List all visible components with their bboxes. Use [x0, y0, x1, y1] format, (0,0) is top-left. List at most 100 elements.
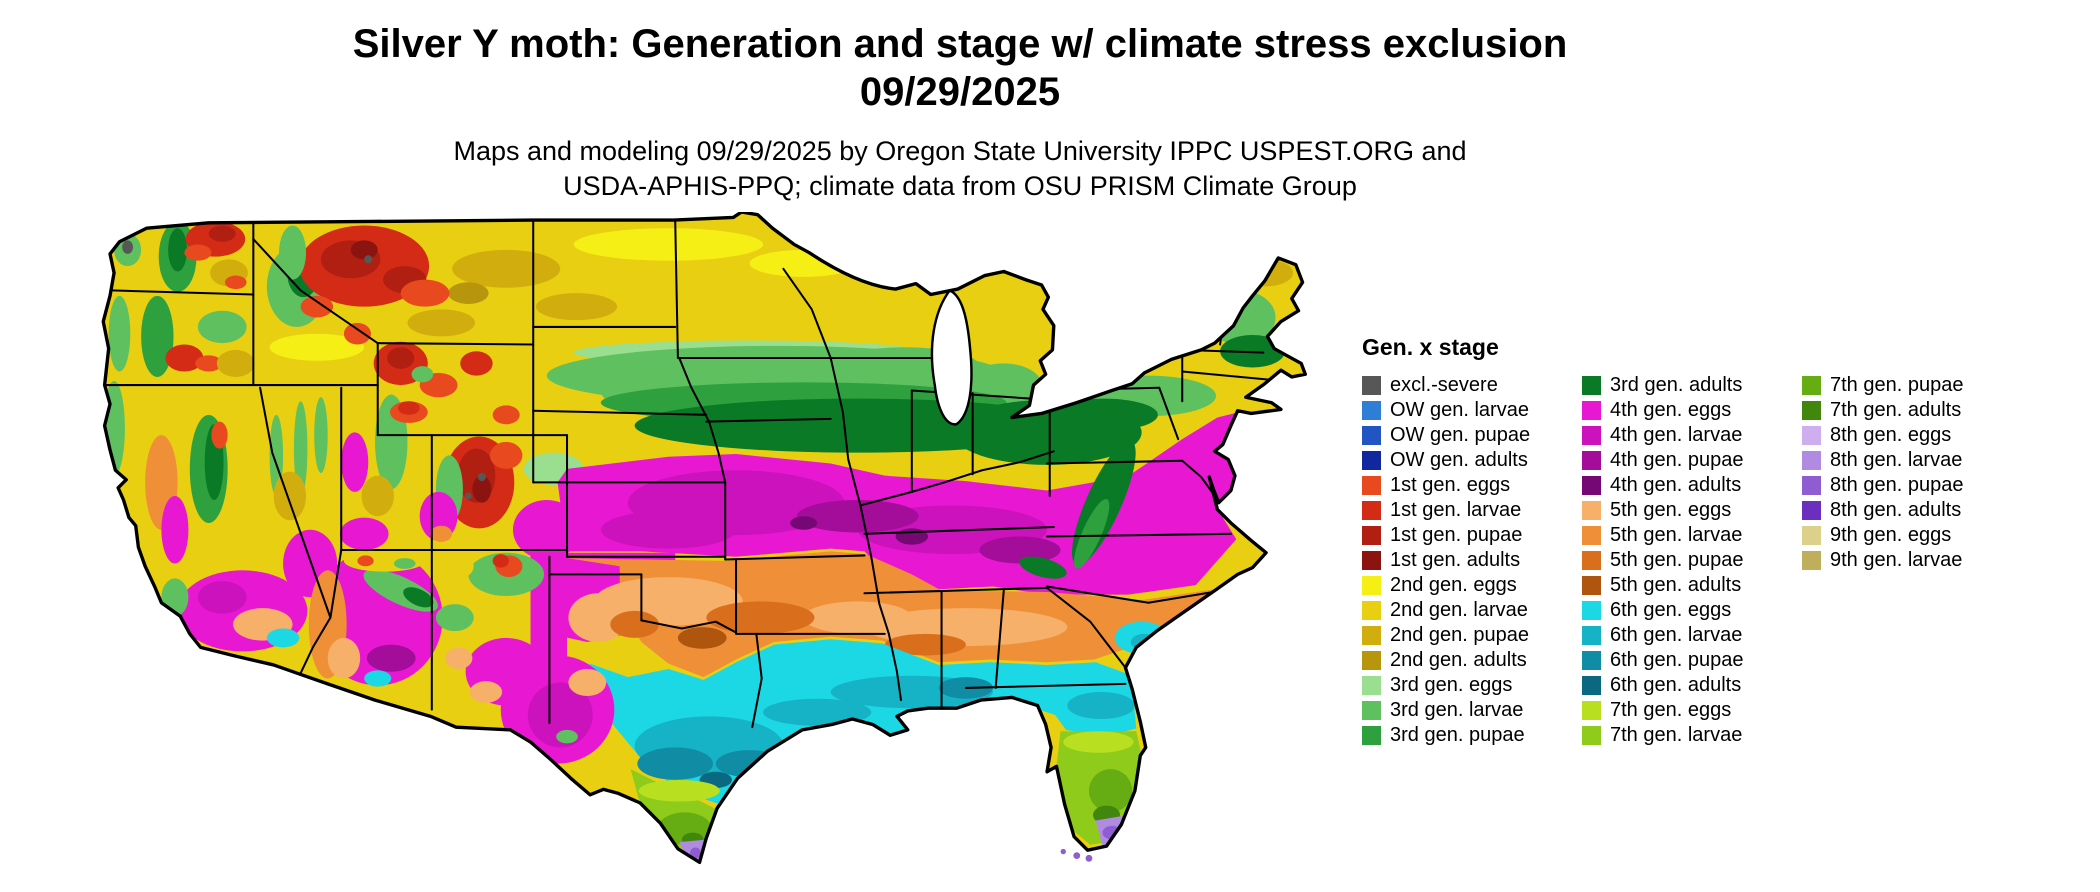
legend-item: 6th gen. adults	[1582, 673, 1768, 698]
map-header: Silver Y moth: Generation and stage w/ c…	[155, 20, 1765, 204]
legend-label: 2nd gen. adults	[1390, 649, 1527, 671]
legend-item: 9th gen. larvae	[1802, 548, 1988, 573]
legend-item: 3rd gen. adults	[1582, 373, 1768, 398]
legend-label: 2nd gen. eggs	[1390, 574, 1517, 596]
legend-swatch	[1582, 626, 1601, 645]
legend-swatch	[1582, 426, 1601, 445]
map-credits: Maps and modeling 09/29/2025 by Oregon S…	[155, 134, 1765, 204]
legend-label: OW gen. larvae	[1390, 399, 1529, 421]
legend-swatch	[1362, 651, 1381, 670]
legend-label: 1st gen. adults	[1390, 549, 1521, 571]
legend-swatch	[1362, 526, 1381, 545]
legend-label: 6th gen. eggs	[1610, 599, 1732, 621]
legend-item: 7th gen. adults	[1802, 398, 1988, 423]
us-map	[100, 212, 1318, 884]
legend-label: 3rd gen. pupae	[1390, 724, 1525, 746]
legend-label: 8th gen. pupae	[1830, 474, 1964, 496]
legend-item: 2nd gen. pupae	[1362, 623, 1548, 648]
legend-item: excl.-severe	[1362, 373, 1548, 398]
legend-swatch	[1582, 651, 1601, 670]
legend-item: 4th gen. larvae	[1582, 423, 1768, 448]
legend-swatch	[1362, 501, 1381, 520]
legend-columns: excl.-severe OW gen. larvae OW gen. pupae O…	[1362, 373, 1988, 748]
legend-item: 7th gen. pupae	[1802, 373, 1988, 398]
legend-label: 4th gen. eggs	[1610, 399, 1732, 421]
legend-swatch	[1362, 701, 1381, 720]
legend-item: 5th gen. pupae	[1582, 548, 1768, 573]
legend-swatch	[1582, 376, 1601, 395]
legend-label: 3rd gen. adults	[1610, 374, 1743, 396]
legend-item: 6th gen. pupae	[1582, 648, 1768, 673]
legend-label: 7th gen. adults	[1830, 399, 1962, 421]
legend-item: 8th gen. larvae	[1802, 448, 1988, 473]
legend-item: OW gen. pupae	[1362, 423, 1548, 448]
legend-swatch	[1582, 401, 1601, 420]
legend-item: 3rd gen. pupae	[1362, 723, 1548, 748]
legend-swatch	[1802, 426, 1821, 445]
legend-item: 6th gen. larvae	[1582, 623, 1768, 648]
legend-label: 1st gen. larvae	[1390, 499, 1522, 521]
legend-label: 6th gen. adults	[1610, 674, 1742, 696]
legend-label: 5th gen. eggs	[1610, 499, 1732, 521]
legend-swatch	[1802, 501, 1821, 520]
legend-item: 8th gen. pupae	[1802, 473, 1988, 498]
legend-label: 1st gen. eggs	[1390, 474, 1511, 496]
map-credits-line1: Maps and modeling 09/29/2025 by Oregon S…	[453, 136, 1467, 166]
legend-swatch	[1802, 376, 1821, 395]
us-map-svg	[101, 212, 1307, 865]
legend-swatch	[1582, 501, 1601, 520]
legend-swatch	[1582, 601, 1601, 620]
legend-swatch	[1362, 601, 1381, 620]
legend-swatch	[1362, 376, 1381, 395]
legend-item: 4th gen. pupae	[1582, 448, 1768, 473]
legend-label: excl.-severe	[1390, 374, 1498, 396]
legend-swatch	[1362, 551, 1381, 570]
legend-item: 1st gen. eggs	[1362, 473, 1548, 498]
legend-label: 2nd gen. pupae	[1390, 624, 1530, 646]
legend-item: 5th gen. adults	[1582, 573, 1768, 598]
legend-swatch	[1582, 551, 1601, 570]
legend-label: 3rd gen. eggs	[1390, 674, 1513, 696]
legend-item: 2nd gen. eggs	[1362, 573, 1548, 598]
legend-label: 4th gen. adults	[1610, 474, 1742, 496]
map-title: Silver Y moth: Generation and stage w/ c…	[352, 22, 1568, 66]
map-date: 09/29/2025	[859, 70, 1061, 114]
legend-swatch	[1582, 576, 1601, 595]
legend-label: 9th gen. eggs	[1830, 524, 1952, 546]
legend-label: 8th gen. larvae	[1830, 449, 1963, 471]
legend-item: 1st gen. pupae	[1362, 523, 1548, 548]
legend-label: 9th gen. larvae	[1830, 549, 1963, 571]
legend-swatch	[1802, 401, 1821, 420]
legend-swatch	[1582, 476, 1601, 495]
legend-item: 8th gen. adults	[1802, 498, 1988, 523]
legend-item: 5th gen. eggs	[1582, 498, 1768, 523]
legend-swatch	[1362, 451, 1381, 470]
legend-label: OW gen. adults	[1390, 449, 1528, 471]
legend-item: 7th gen. eggs	[1582, 698, 1768, 723]
legend-item: 6th gen. eggs	[1582, 598, 1768, 623]
legend-swatch	[1582, 526, 1601, 545]
florida-keys	[1060, 848, 1093, 862]
legend-label: OW gen. pupae	[1390, 424, 1531, 446]
legend-swatch	[1362, 426, 1381, 445]
legend-label: 5th gen. adults	[1610, 574, 1742, 596]
legend-item: 2nd gen. larvae	[1362, 598, 1548, 623]
legend-swatch	[1362, 401, 1381, 420]
legend-label: 7th gen. pupae	[1830, 374, 1964, 396]
legend-item: 5th gen. larvae	[1582, 523, 1768, 548]
legend-swatch	[1802, 551, 1821, 570]
legend-swatch	[1802, 526, 1821, 545]
eighth-gen-areas	[679, 815, 1129, 863]
legend-item: 4th gen. adults	[1582, 473, 1768, 498]
legend-label: 4th gen. pupae	[1610, 449, 1744, 471]
legend-label: 8th gen. eggs	[1830, 424, 1952, 446]
legend-column: 3rd gen. adults 4th gen. eggs 4th gen. lar…	[1582, 373, 1768, 748]
legend: Gen. x stage excl.-severe OW gen. larvae O…	[1362, 334, 1988, 748]
legend-swatch	[1362, 476, 1381, 495]
legend-column: excl.-severe OW gen. larvae OW gen. pupae O…	[1362, 373, 1548, 748]
legend-label: 3rd gen. larvae	[1390, 699, 1524, 721]
legend-item: 1st gen. larvae	[1362, 498, 1548, 523]
legend-swatch	[1362, 726, 1381, 745]
map-credits-line2: USDA-APHIS-PPQ; climate data from OSU PR…	[563, 171, 1357, 201]
legend-swatch	[1582, 701, 1601, 720]
